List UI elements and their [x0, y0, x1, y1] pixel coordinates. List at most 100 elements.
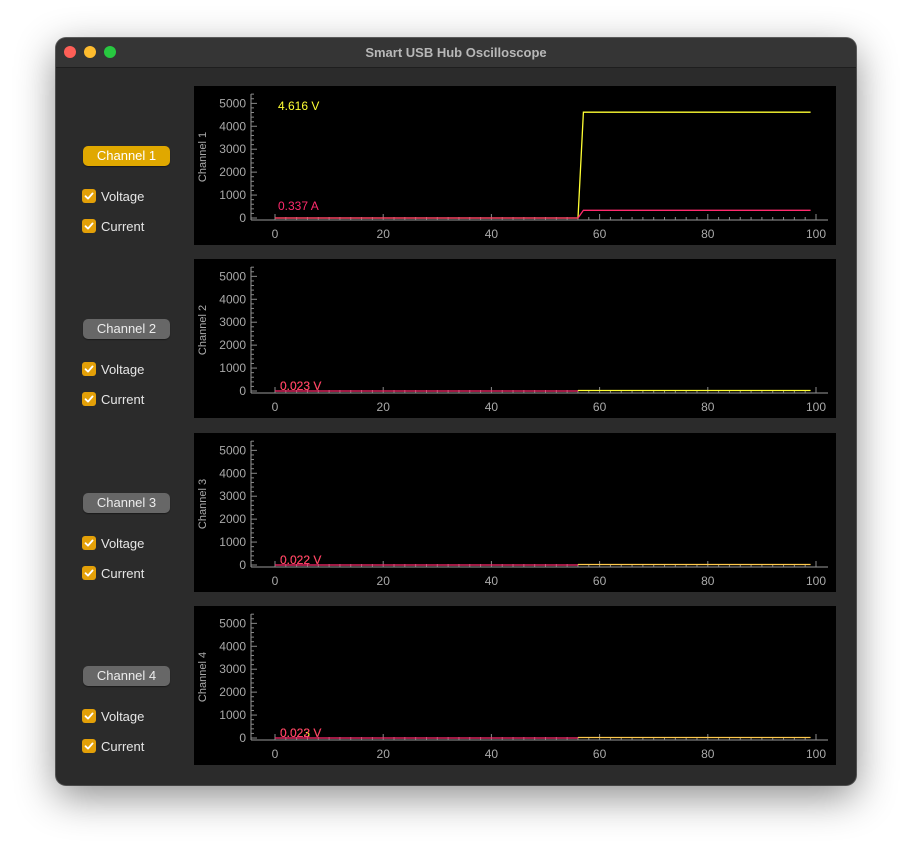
x-tick-label: 0: [272, 227, 279, 241]
x-tick-label: 20: [377, 574, 391, 588]
checkbox[interactable]: [82, 362, 96, 376]
x-tick-label: 60: [593, 227, 607, 241]
y-axis-title: Channel 4: [197, 652, 209, 702]
channel-2-voltage-toggle[interactable]: Voltage: [82, 361, 144, 377]
current-readout: 0.023 V: [280, 379, 321, 393]
channel-4-controls: Channel 4 Voltage Current: [82, 666, 172, 785]
y-tick-label: 2000: [219, 685, 246, 699]
y-tick-label: 3000: [219, 489, 246, 503]
window-title: Smart USB Hub Oscilloscope: [365, 45, 547, 60]
checkmark-icon: [84, 395, 94, 403]
x-tick-label: 80: [701, 747, 715, 761]
app-window: Smart USB Hub Oscilloscope Channel 1 Vol…: [56, 38, 856, 785]
zoom-window-button[interactable]: [104, 46, 116, 58]
y-tick-label: 3000: [219, 315, 246, 329]
channel-3-button[interactable]: Channel 3: [83, 493, 170, 513]
y-tick-label: 5000: [219, 96, 246, 110]
y-tick-label: 0: [239, 731, 246, 745]
checkbox[interactable]: [82, 566, 96, 580]
channel-3-chart: 0 1000 2000 3000 4000 5000 0 20 40 60 80 100 Channel…: [197, 440, 828, 588]
y-axis-title: Channel 2: [197, 305, 209, 355]
channel-4-button[interactable]: Channel 4: [83, 666, 170, 686]
channel-1-controls: Channel 1 Voltage Current: [82, 146, 172, 266]
y-tick-label: 4000: [219, 119, 246, 133]
y-tick-label: 2000: [219, 512, 246, 526]
checkbox[interactable]: [82, 392, 96, 406]
checkbox[interactable]: [82, 536, 96, 550]
x-tick-label: 60: [593, 400, 607, 414]
voltage-readout: 0.022 V: [280, 553, 321, 567]
x-tick-label: 20: [377, 747, 391, 761]
x-tick-label: 20: [377, 227, 391, 241]
series-line-1: [275, 209, 811, 219]
channel-1-current-toggle[interactable]: Current: [82, 218, 144, 234]
channel-1-plot: 0 1000 2000 3000 4000 5000 0 20 40 60 80 100 Channel…: [194, 86, 836, 245]
y-axis-title: Channel 1: [197, 132, 209, 182]
y-tick-label: 4000: [219, 466, 246, 480]
x-tick-label: 20: [377, 400, 391, 414]
voltage-readout: 0.023 V: [280, 379, 321, 393]
title-bar: Smart USB Hub Oscilloscope: [56, 38, 856, 68]
y-tick-label: 0: [239, 211, 246, 225]
x-tick-label: 80: [701, 400, 715, 414]
current-label: Current: [101, 218, 145, 234]
checkmark-icon: [84, 712, 94, 720]
voltage-readout: 4.616 V: [278, 99, 319, 113]
channel-2-chart: 0 1000 2000 3000 4000 5000 0 20 40 60 80 100 Channel…: [197, 266, 828, 414]
current-label: Current: [101, 565, 145, 581]
current-readout: 0.022 V: [280, 726, 321, 740]
voltage-readout: 0.023 V: [280, 726, 321, 740]
x-tick-label: 60: [593, 574, 607, 588]
x-tick-label: 80: [701, 227, 715, 241]
y-tick-label: 4000: [219, 639, 246, 653]
channel-4-current-toggle[interactable]: Current: [82, 738, 144, 754]
channel-3-current-toggle[interactable]: Current: [82, 565, 144, 581]
y-tick-label: 5000: [219, 443, 246, 457]
current-label: Current: [101, 391, 145, 407]
close-window-button[interactable]: [64, 46, 76, 58]
x-tick-label: 40: [485, 747, 499, 761]
voltage-label: Voltage: [101, 361, 145, 377]
y-tick-label: 0: [239, 384, 246, 398]
checkbox[interactable]: [82, 189, 96, 203]
channel-1-chart: 0 1000 2000 3000 4000 5000 0 20 40 60 80 100 Channel…: [197, 93, 828, 241]
y-tick-label: 1000: [219, 361, 246, 375]
channel-2-plot: 0 1000 2000 3000 4000 5000 0 20 40 60 80 100 Channel…: [194, 259, 836, 418]
channel-3-voltage-toggle[interactable]: Voltage: [82, 535, 144, 551]
channel-2-controls: Channel 2 Voltage Current: [82, 319, 172, 439]
x-tick-label: 40: [485, 574, 499, 588]
channel-2-button[interactable]: Channel 2: [83, 319, 170, 339]
channel-2-current-toggle[interactable]: Current: [82, 391, 144, 407]
y-tick-label: 0: [239, 558, 246, 572]
checkmark-icon: [84, 539, 94, 547]
x-tick-label: 0: [272, 400, 279, 414]
y-tick-label: 5000: [219, 269, 246, 283]
x-tick-label: 100: [806, 747, 826, 761]
x-tick-label: 0: [272, 574, 279, 588]
checkmark-icon: [84, 365, 94, 373]
x-tick-label: 100: [806, 400, 826, 414]
channel-1-button[interactable]: Channel 1: [83, 146, 170, 166]
series-line-0: [275, 111, 811, 219]
checkbox[interactable]: [82, 219, 96, 233]
channel-1-voltage-toggle[interactable]: Voltage: [82, 188, 144, 204]
checkbox[interactable]: [82, 739, 96, 753]
x-tick-label: 40: [485, 400, 499, 414]
x-tick-label: 100: [806, 227, 826, 241]
current-readout: 0.022 V: [280, 553, 321, 567]
x-tick-label: 60: [593, 747, 607, 761]
voltage-label: Voltage: [101, 188, 145, 204]
x-tick-label: 0: [272, 747, 279, 761]
y-tick-label: 2000: [219, 165, 246, 179]
x-tick-label: 100: [806, 574, 826, 588]
channel-4-chart: 0 1000 2000 3000 4000 5000 0 20 40 60 80 100 Channel…: [197, 613, 828, 761]
y-tick-label: 4000: [219, 292, 246, 306]
channel-3-plot: 0 1000 2000 3000 4000 5000 0 20 40 60 80 100 Channel…: [194, 433, 836, 592]
channel-4-voltage-toggle[interactable]: Voltage: [82, 708, 144, 724]
y-tick-label: 3000: [219, 662, 246, 676]
channel-3-controls: Channel 3 Voltage Current: [82, 493, 172, 613]
minimize-window-button[interactable]: [84, 46, 96, 58]
checkbox[interactable]: [82, 709, 96, 723]
current-label: Current: [101, 738, 145, 754]
y-tick-label: 1000: [219, 708, 246, 722]
